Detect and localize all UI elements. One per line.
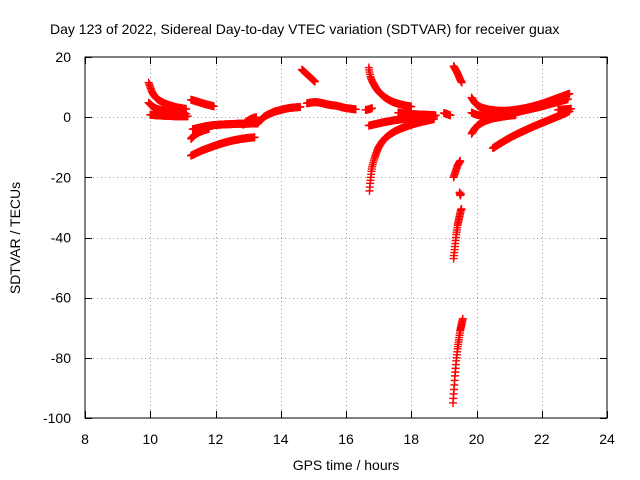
data-point [368,104,377,113]
series-arc-c [146,110,192,121]
series-arc-m [361,104,377,114]
x-tick-label: 12 [208,431,224,447]
chart-title: Day 123 of 2022, Sidereal Day-to-day VTE… [50,21,559,37]
series-arc-s [449,62,466,87]
data-point [563,95,572,104]
series-arc-d [187,95,218,111]
data-point [457,78,466,87]
series-arc-z [467,111,520,138]
series-arc-n [364,63,416,111]
data-point [458,314,467,323]
series-arc-j [297,65,320,86]
data-point [446,111,455,120]
series-arc-aa [488,107,574,153]
data-point [456,189,465,198]
data-marks [144,62,576,407]
x-tick-label: 22 [534,431,550,447]
series-arc-w [449,314,467,407]
series-arc-i [253,102,305,127]
data-point [183,112,192,121]
series-arc-h [239,113,261,129]
data-point [311,77,320,86]
x-tick-label: 24 [599,431,615,447]
data-point [407,102,416,111]
x-tick-label: 18 [403,431,419,447]
data-point [209,102,218,111]
series-arc-g [187,133,259,160]
data-point [351,105,360,114]
y-tick-label: -80 [51,350,71,366]
data-point [456,156,465,165]
data-point [296,102,305,111]
series-arc-l [332,101,360,114]
data-point [431,111,440,120]
series-arc-v [449,204,466,263]
x-tick-label: 14 [273,431,289,447]
axis-ticks: 8 10 12 14 16 18 20 22 24 -100 -80 -60 -40 -20 0 20 [43,49,615,447]
y-tick-label: -60 [51,290,71,306]
series-arc-u [455,188,465,200]
x-tick-label: 8 [81,431,89,447]
x-tick-label: 20 [469,431,485,447]
series-arc-q [394,108,440,120]
data-point [511,111,520,120]
data-point [250,133,259,142]
y-tick-label: -100 [43,410,71,426]
x-axis-label: GPS time / hours [293,457,400,473]
data-point [565,89,574,98]
data-point [567,104,576,113]
y-tick-label: -20 [51,169,71,185]
series-arc-f [188,119,262,134]
series-arc-ab [554,104,576,114]
y-axis-label: SDTVAR / TECUs [7,182,23,294]
series-arc-r [439,108,455,120]
y-tick-label: 20 [55,49,71,65]
x-tick-label: 16 [338,431,354,447]
y-tick-label: -40 [51,230,71,246]
series-arc-t [449,156,465,182]
y-tick-label: 0 [63,109,71,125]
data-point [457,204,466,213]
x-tick-label: 10 [142,431,158,447]
